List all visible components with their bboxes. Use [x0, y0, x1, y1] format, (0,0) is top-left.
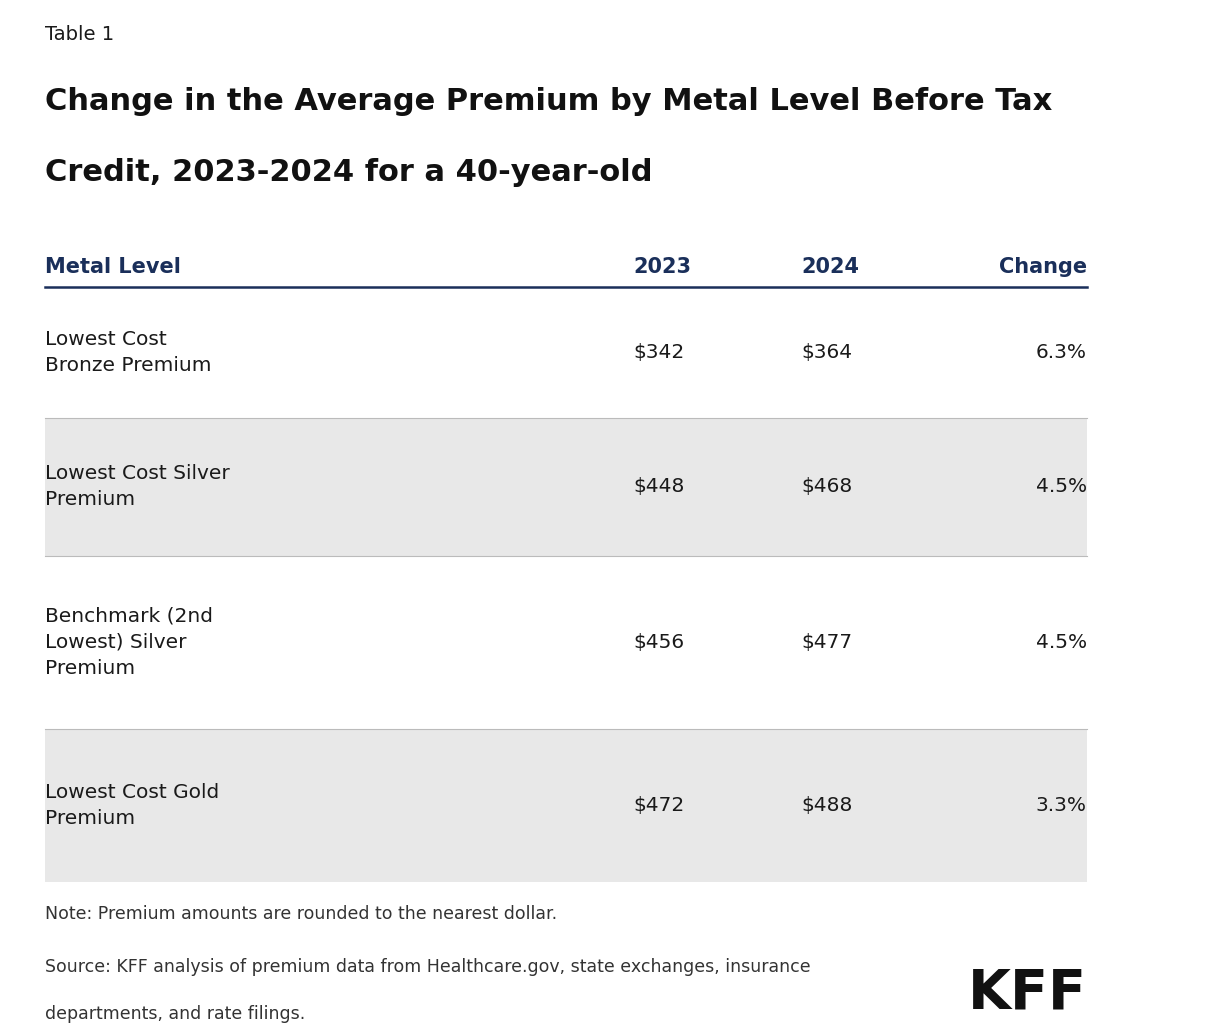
Text: 4.5%: 4.5% — [1036, 633, 1087, 651]
Text: 2023: 2023 — [633, 257, 691, 277]
Text: KFF: KFF — [967, 966, 1087, 1021]
Bar — [45, 418, 1087, 555]
Text: Benchmark (2nd
Lowest) Silver
Premium: Benchmark (2nd Lowest) Silver Premium — [45, 606, 212, 678]
Text: Note: Premium amounts are rounded to the nearest dollar.: Note: Premium amounts are rounded to the… — [45, 905, 558, 924]
Text: Lowest Cost Silver
Premium: Lowest Cost Silver Premium — [45, 464, 229, 510]
Text: Source: KFF analysis of premium data from Healthcare.gov, state exchanges, insur: Source: KFF analysis of premium data fro… — [45, 958, 810, 976]
Text: Metal Level: Metal Level — [45, 257, 181, 277]
Text: $488: $488 — [802, 796, 853, 814]
Text: departments, and rate filings.: departments, and rate filings. — [45, 1005, 305, 1023]
Text: $477: $477 — [802, 633, 853, 651]
Text: 2024: 2024 — [802, 257, 859, 277]
Text: $456: $456 — [633, 633, 684, 651]
Text: 3.3%: 3.3% — [1036, 796, 1087, 814]
Text: Credit, 2023-2024 for a 40-year-old: Credit, 2023-2024 for a 40-year-old — [45, 158, 653, 187]
Text: Lowest Cost Gold
Premium: Lowest Cost Gold Premium — [45, 782, 220, 828]
Bar — [45, 729, 1087, 881]
Text: $448: $448 — [633, 477, 684, 496]
Text: $364: $364 — [802, 344, 853, 362]
Text: $342: $342 — [633, 344, 684, 362]
Text: Change: Change — [999, 257, 1087, 277]
Text: Table 1: Table 1 — [45, 26, 113, 44]
Text: 4.5%: 4.5% — [1036, 477, 1087, 496]
Text: Lowest Cost
Bronze Premium: Lowest Cost Bronze Premium — [45, 330, 211, 376]
Text: $472: $472 — [633, 796, 684, 814]
Text: $468: $468 — [802, 477, 853, 496]
Text: 6.3%: 6.3% — [1036, 344, 1087, 362]
Text: Change in the Average Premium by Metal Level Before Tax: Change in the Average Premium by Metal L… — [45, 87, 1052, 116]
